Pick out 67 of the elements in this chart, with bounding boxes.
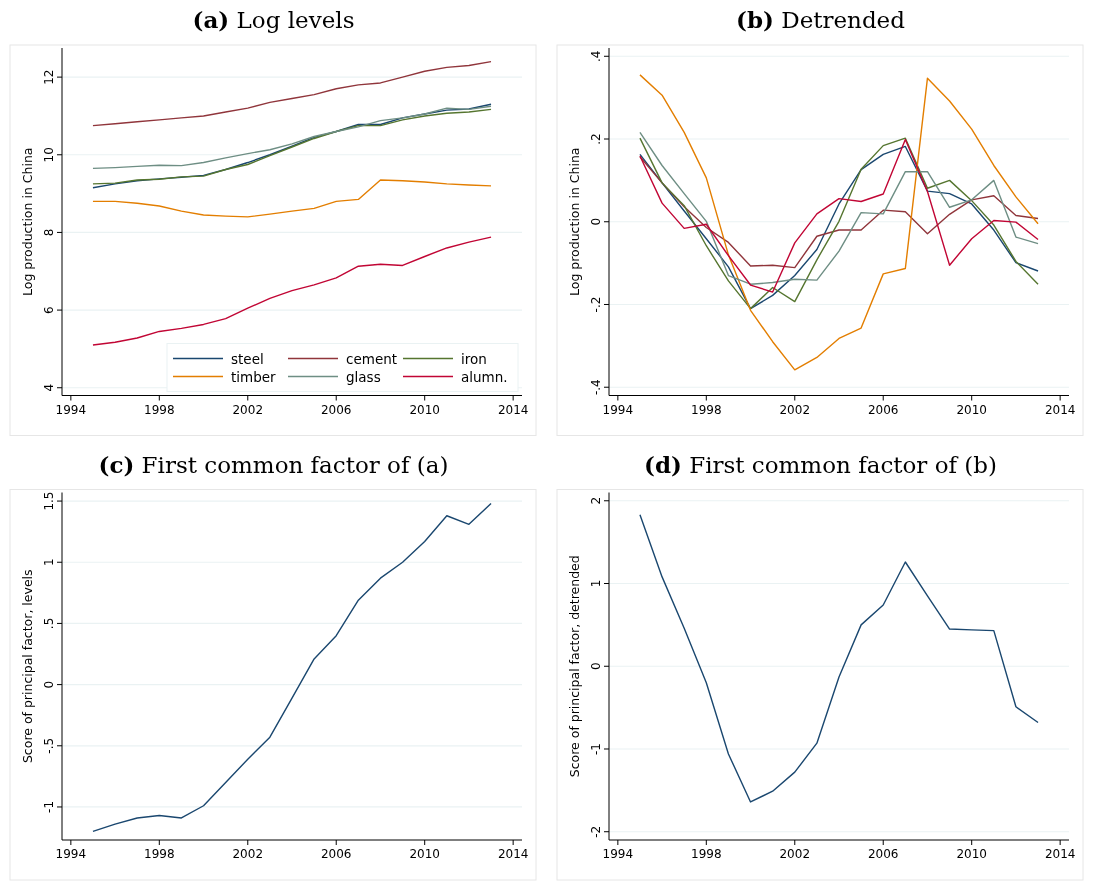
line-series: [639, 514, 1039, 803]
x-tick-label: 1994: [602, 847, 634, 861]
line-series: [639, 74, 1039, 371]
y-tick-label: -2: [589, 825, 603, 838]
x-tick-label: 2010: [956, 402, 987, 417]
x-tick-label: 2002: [232, 847, 264, 861]
line-series: [92, 179, 492, 218]
chart-title: (a) Log levels: [192, 6, 355, 33]
x-tick-label: 2006: [320, 847, 352, 861]
y-tick-label: .2: [589, 133, 603, 145]
x-tick-label: 2010: [409, 402, 440, 417]
x-tick-label: 2014: [497, 847, 529, 861]
y-tick-label: -.4: [589, 379, 603, 396]
y-tick-label: .4: [589, 50, 603, 62]
y-tick-label: 6: [42, 306, 56, 314]
x-tick-label: 1998: [144, 847, 175, 861]
chart-title: (c) First common factor of (a): [98, 450, 449, 478]
x-tick-label: 1998: [691, 402, 722, 417]
x-tick-label: 1998: [144, 402, 175, 417]
legend-label: iron: [461, 350, 487, 367]
y-tick-label: -.5: [42, 737, 56, 754]
y-axis-title: Score of principal factor, detrended: [567, 555, 582, 778]
y-tick-label: 12: [42, 69, 56, 85]
y-tick-label: 1: [42, 558, 56, 567]
y-tick-label: -1: [589, 743, 603, 755]
x-tick-label: 2006: [867, 402, 899, 417]
y-axis-title: Score of principal factor, levels: [20, 569, 35, 764]
line-series: [92, 105, 492, 170]
y-axis-title: Log production in China: [20, 147, 35, 296]
x-tick-label: 1994: [55, 847, 87, 861]
x-tick-label: 1994: [602, 402, 634, 417]
chart-title: (d) First common factor of (b): [644, 450, 997, 478]
line-series: [92, 502, 492, 833]
x-tick-label: 2014: [497, 402, 529, 417]
x-tick-label: 2002: [232, 402, 264, 417]
x-tick-label: 2002: [779, 847, 811, 861]
y-tick-label: 8: [42, 228, 56, 237]
y-tick-label: -.2: [589, 296, 603, 313]
legend-label: glass: [346, 368, 381, 385]
y-tick-label: .5: [42, 617, 56, 630]
legend-label: alumn.: [461, 368, 508, 385]
line-series: [92, 236, 492, 346]
y-tick-label: 1.5: [42, 491, 56, 511]
x-tick-label: 2010: [409, 847, 440, 861]
x-tick-label: 1994: [55, 402, 87, 417]
chart-title: (b) Detrended: [736, 6, 906, 33]
y-axis-title: Log production in China: [567, 147, 582, 296]
y-tick-label: 0: [589, 662, 603, 671]
legend-label: steel: [231, 350, 264, 367]
line-series: [92, 60, 492, 127]
y-tick-label: 10: [42, 147, 56, 163]
x-tick-label: 2014: [1044, 847, 1076, 861]
line-series: [639, 156, 1039, 269]
y-tick-label: -1: [42, 800, 56, 813]
legend-label: timber: [231, 368, 277, 385]
x-tick-label: 1998: [691, 847, 722, 861]
legend-label: cement: [346, 350, 398, 367]
x-tick-label: 2014: [1044, 402, 1076, 417]
y-tick-label: 4: [42, 383, 56, 392]
x-tick-label: 2006: [320, 402, 352, 417]
y-tick-label: 1: [589, 579, 603, 588]
x-tick-label: 2002: [779, 402, 811, 417]
y-tick-label: 0: [589, 217, 603, 226]
x-tick-label: 2010: [956, 847, 987, 861]
y-tick-label: 0: [42, 680, 56, 689]
y-tick-label: 2: [589, 496, 603, 505]
x-tick-label: 2006: [867, 847, 899, 861]
